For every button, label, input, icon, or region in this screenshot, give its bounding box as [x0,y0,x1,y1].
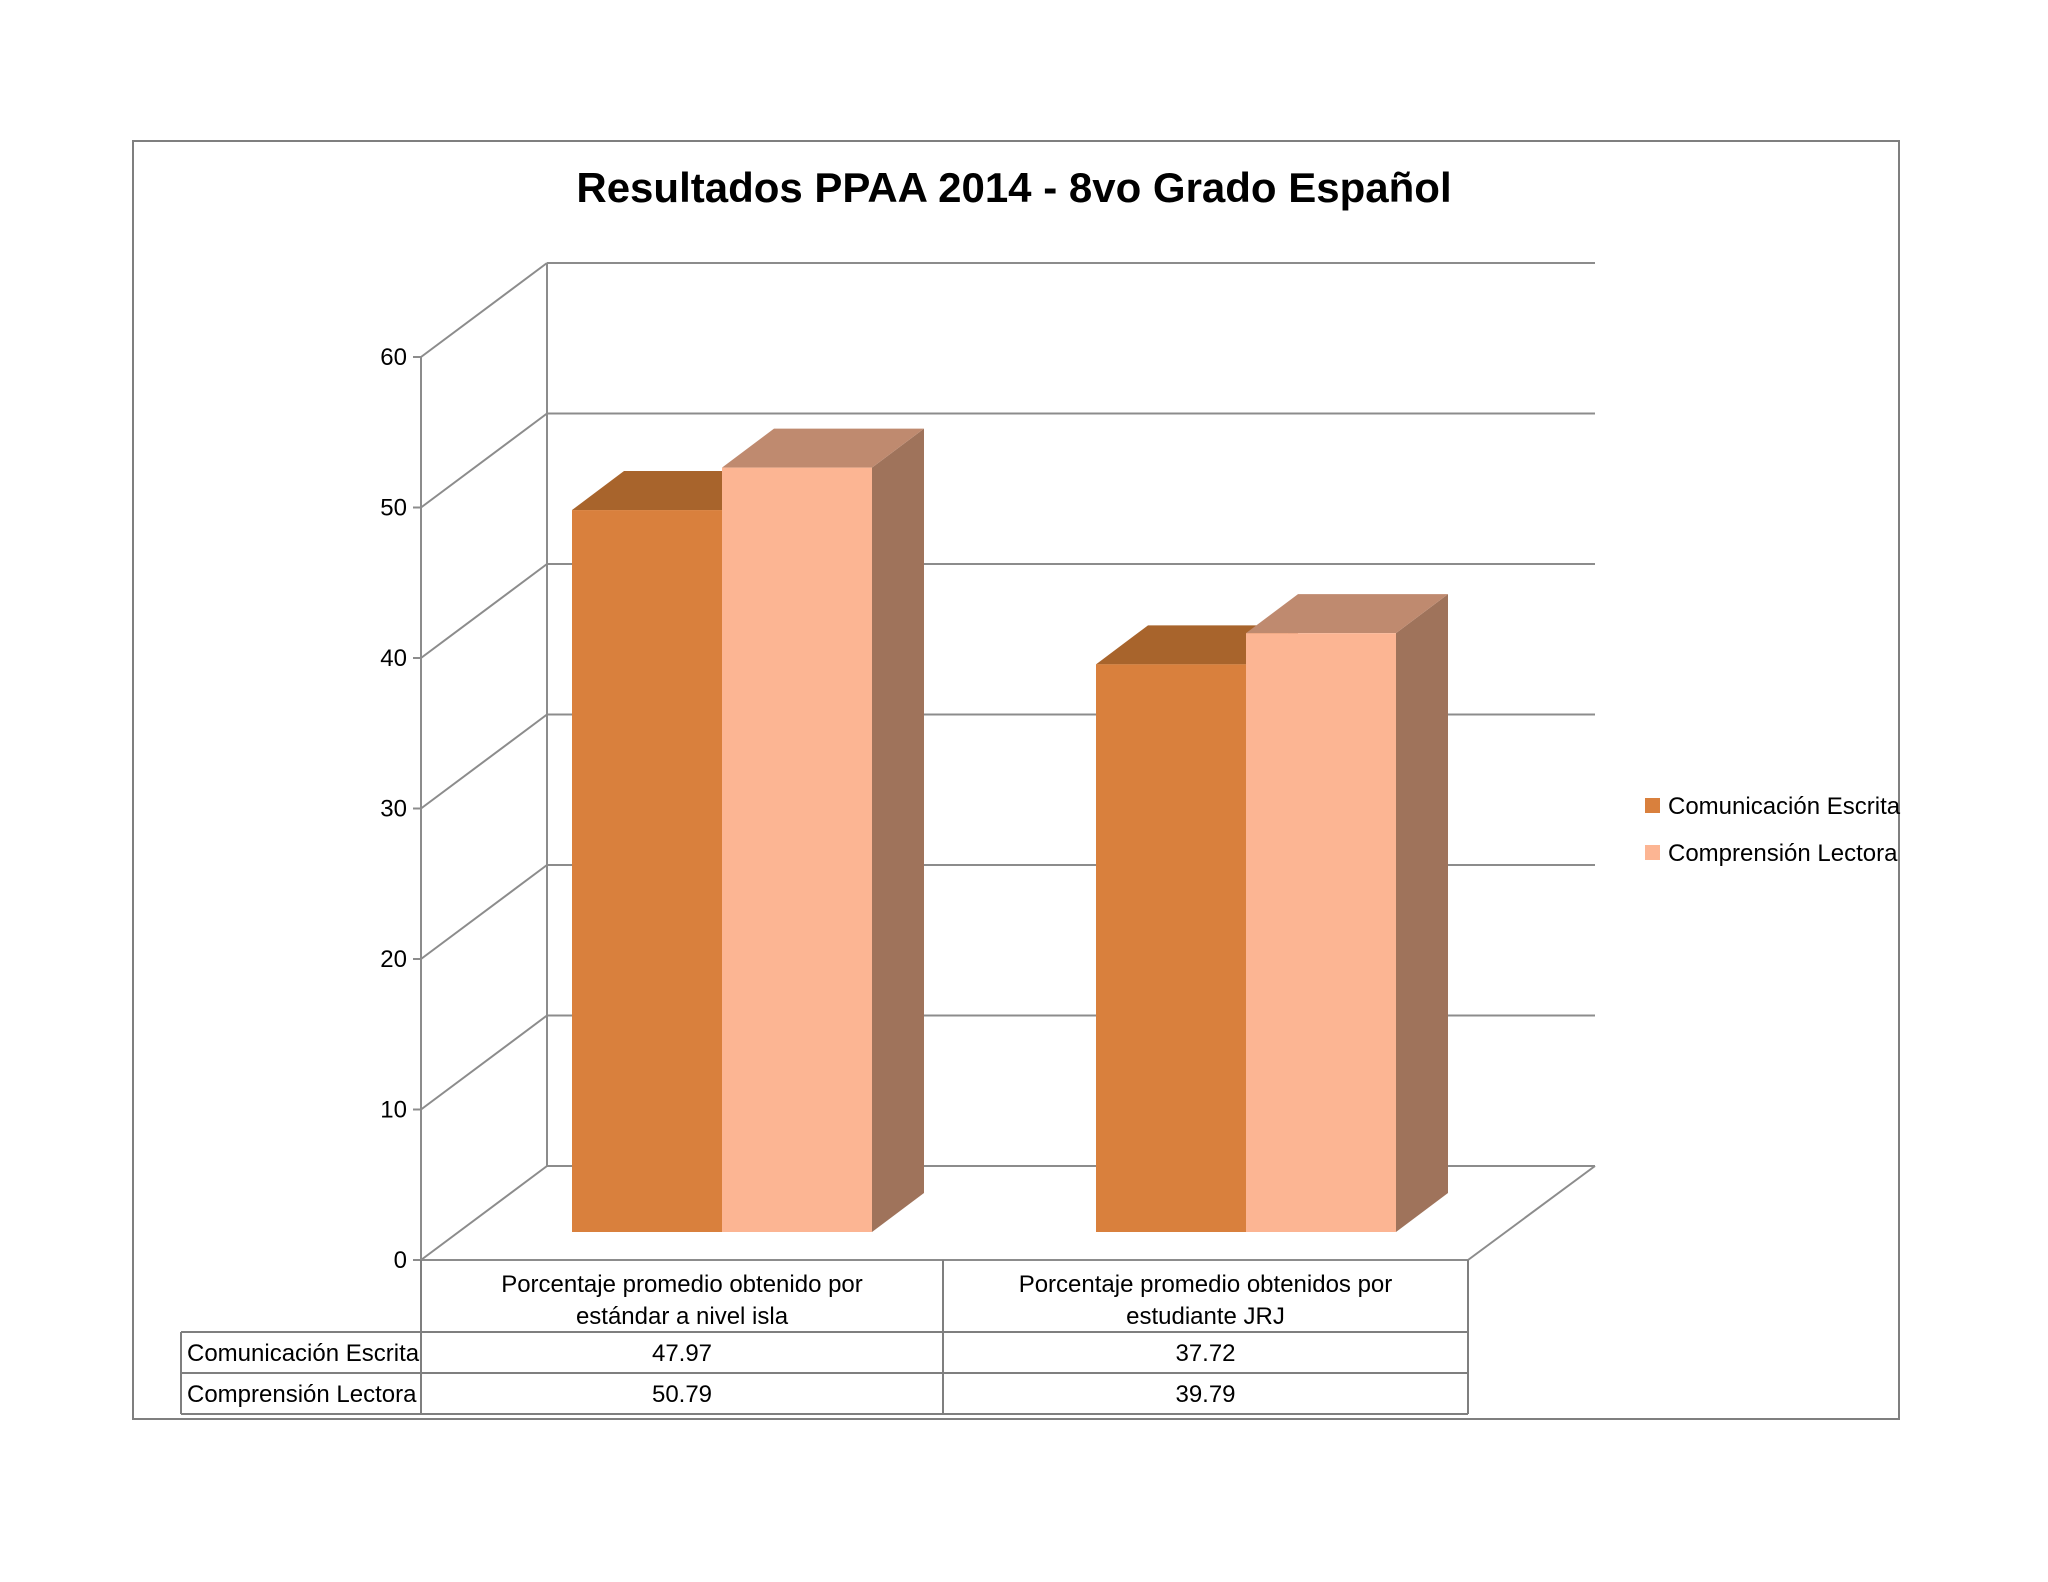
side-gridline [420,1014,548,1111]
side-gridline [420,864,548,960]
table-value: 37.72 [1175,1340,1235,1367]
table-value: 47.97 [652,1340,712,1367]
side-gridline [420,713,548,810]
side-gridline [420,412,548,509]
bar-1-1 [1246,594,1448,1232]
side-gridline [420,262,548,358]
category-label: Porcentaje promedio obtenidos por [1019,1271,1393,1298]
y-tick-label: 50 [380,495,407,522]
floor-right-edge [1467,1165,1596,1261]
category-label: estándar a nivel isla [576,1303,789,1330]
table-value: 50.79 [652,1381,712,1408]
legend-label: Comprensión Lectora [1668,840,1898,867]
table-series-name: Comprensión Lectora [187,1381,417,1408]
side-gridline [420,1165,548,1261]
category-label: Porcentaje promedio obtenido por [501,1271,863,1298]
y-axis: 0 10 20 30 40 50 60 [380,344,422,1274]
legend-swatch [1645,798,1660,813]
data-table: Porcentaje promedio obtenido por estándar… [180,1260,1469,1415]
table-value: 39.79 [1175,1381,1235,1408]
bar-side-face [872,428,924,1233]
bars [572,428,1448,1233]
side-gridline [420,563,548,659]
y-tick-label: 10 [380,1097,407,1124]
legend-swatch [1645,845,1660,860]
y-tick-label: 0 [394,1247,407,1274]
chart-title: Resultados PPAA 2014 - 8vo Grado Español [576,164,1452,211]
bar-front-face [572,510,722,1232]
legend-label: Comunicación Escrita [1668,793,1901,820]
y-tick-label: 30 [380,796,407,823]
legend: Comunicación Escrita Comprensión Lectora [1645,793,1901,867]
bar-side-face [1396,594,1448,1232]
bar-front-face [1096,664,1246,1232]
bar-0-1 [722,428,924,1233]
bar-top-face [722,428,924,468]
y-tick-label: 40 [380,645,407,672]
table-series-name: Comunicación Escrita [187,1340,420,1367]
category-label: estudiante JRJ [1126,1303,1285,1330]
bar-front-face [722,467,872,1233]
y-tick-label: 60 [380,344,407,371]
bar-top-face [1246,594,1448,634]
bar-front-face [1246,633,1396,1232]
y-tick-label: 20 [380,946,407,973]
